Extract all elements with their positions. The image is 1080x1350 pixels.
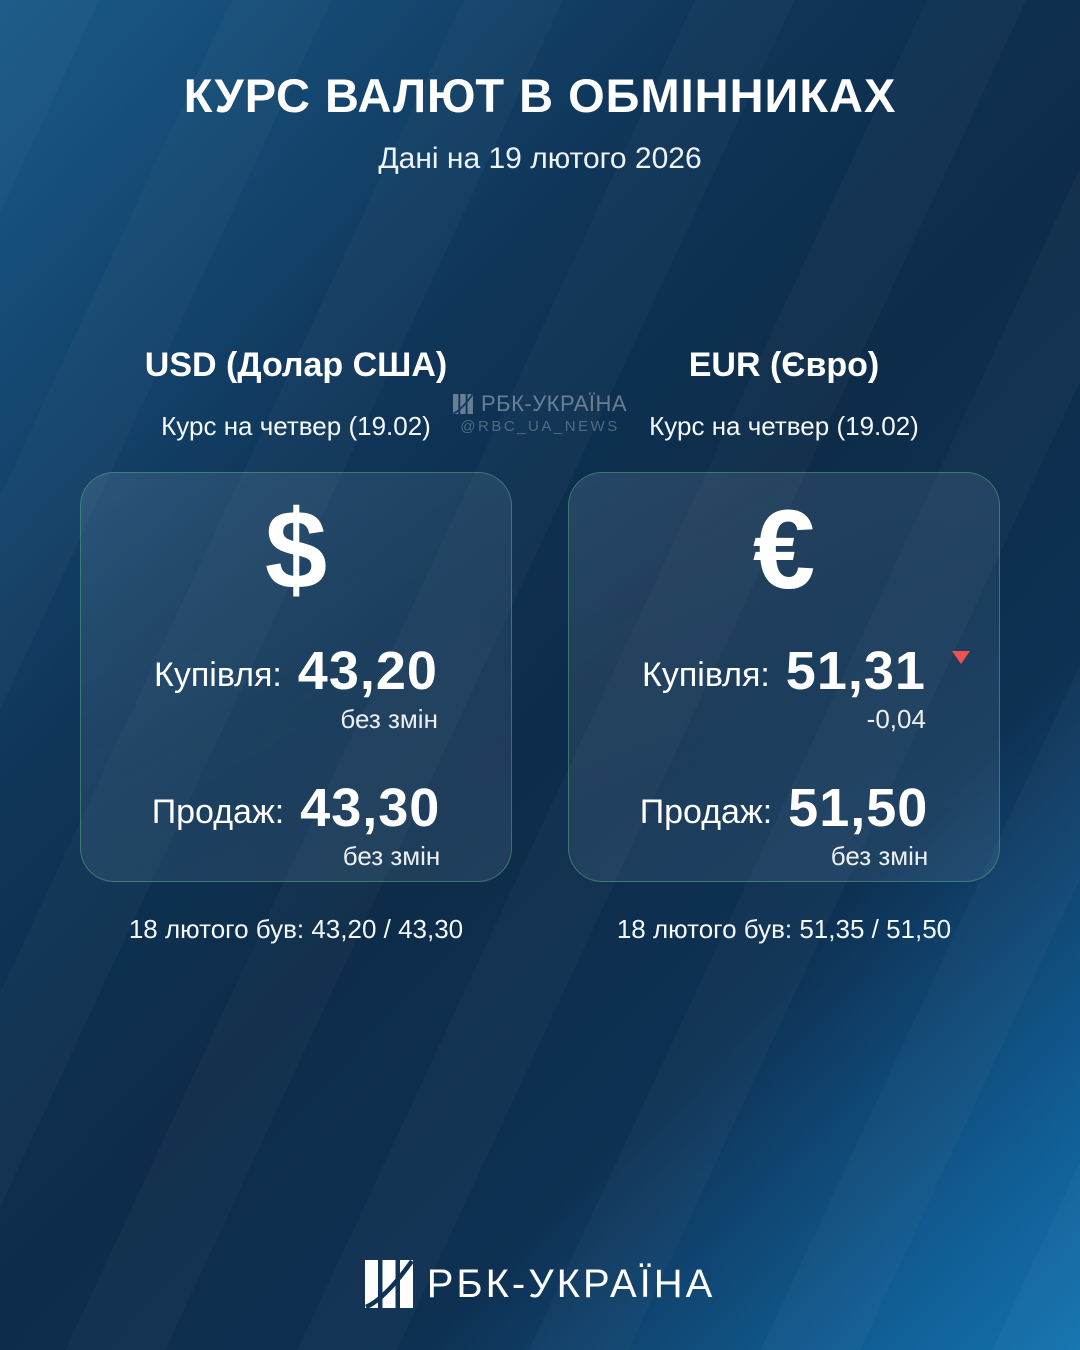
eur-previous-rate-note: 18 лютого був: 51,35 / 51,50	[616, 913, 952, 944]
usd-sell-value: 43,30	[300, 778, 441, 839]
eur-rate-card: € Купівля: 51,31 -0,04 Продаж: 51,50 без…	[568, 471, 1000, 882]
footer: РБК-УКРАЇНА	[0, 1260, 1080, 1308]
down-triangle-icon	[951, 651, 970, 665]
usd-buy-value-block: 43,20 без змін	[298, 644, 438, 735]
eur-sell-value: 51,50	[788, 778, 929, 839]
usd-rate-card: $ Купівля: 43,20 без змін Продаж: 43,30 …	[80, 471, 512, 882]
eur-buy-change: -0,04	[866, 704, 926, 735]
usd-previous-rate-note: 18 лютого був: 43,20 / 43,30	[128, 913, 464, 944]
eur-sell-change: без змін	[830, 841, 929, 872]
eur-date-note: Курс на четвер (19.02)	[649, 410, 919, 441]
eur-buy-label: Купівля:	[642, 656, 770, 695]
euro-sign-icon: €	[752, 486, 816, 612]
eur-sell-label: Продаж:	[639, 793, 773, 832]
usd-buy-row: Купівля: 43,20 без змін	[125, 644, 467, 735]
usd-sell-change: без змін	[342, 841, 441, 872]
eur-buy-value-block: 51,31 -0,04	[785, 641, 970, 735]
rate-columns: USD (Долар США) Курс на четвер (19.02) $…	[0, 346, 1080, 945]
eur-buy-value: 51,31	[785, 641, 926, 702]
footer-brand: РБК-УКРАЇНА	[426, 1262, 716, 1306]
eur-sell-row: Продаж: 51,50 без змін	[613, 781, 955, 872]
eur-sell-value-block: 51,50 без змін	[788, 781, 928, 872]
rbc-logo-icon	[364, 1260, 413, 1308]
page-title: КУРС ВАЛЮТ В ОБМІННИКАХ	[183, 69, 897, 122]
eur-column: EUR (Євро) Курс на четвер (19.02) € Купі…	[568, 346, 1000, 945]
eur-currency-title: EUR (Євро)	[688, 345, 880, 384]
usd-currency-title: USD (Долар США)	[144, 345, 448, 384]
usd-buy-value: 43,20	[297, 641, 438, 702]
usd-sell-row: Продаж: 43,30 без змін	[125, 781, 467, 872]
usd-column: USD (Долар США) Курс на четвер (19.02) $…	[80, 346, 512, 945]
page-subtitle: Дані на 19 лютого 2026	[378, 141, 702, 175]
usd-buy-label: Купівля:	[154, 656, 282, 695]
dollar-sign-icon: $	[264, 486, 328, 612]
eur-buy-row: Купівля: 51,31 -0,04	[613, 641, 970, 735]
usd-sell-value-block: 43,30 без змін	[300, 781, 440, 872]
usd-date-note: Курс на четвер (19.02)	[161, 410, 431, 441]
usd-buy-change: без змін	[340, 704, 438, 735]
header: КУРС ВАЛЮТ В ОБМІННИКАХ Дані на 19 лютог…	[0, 0, 1080, 176]
usd-sell-label: Продаж:	[151, 793, 285, 832]
